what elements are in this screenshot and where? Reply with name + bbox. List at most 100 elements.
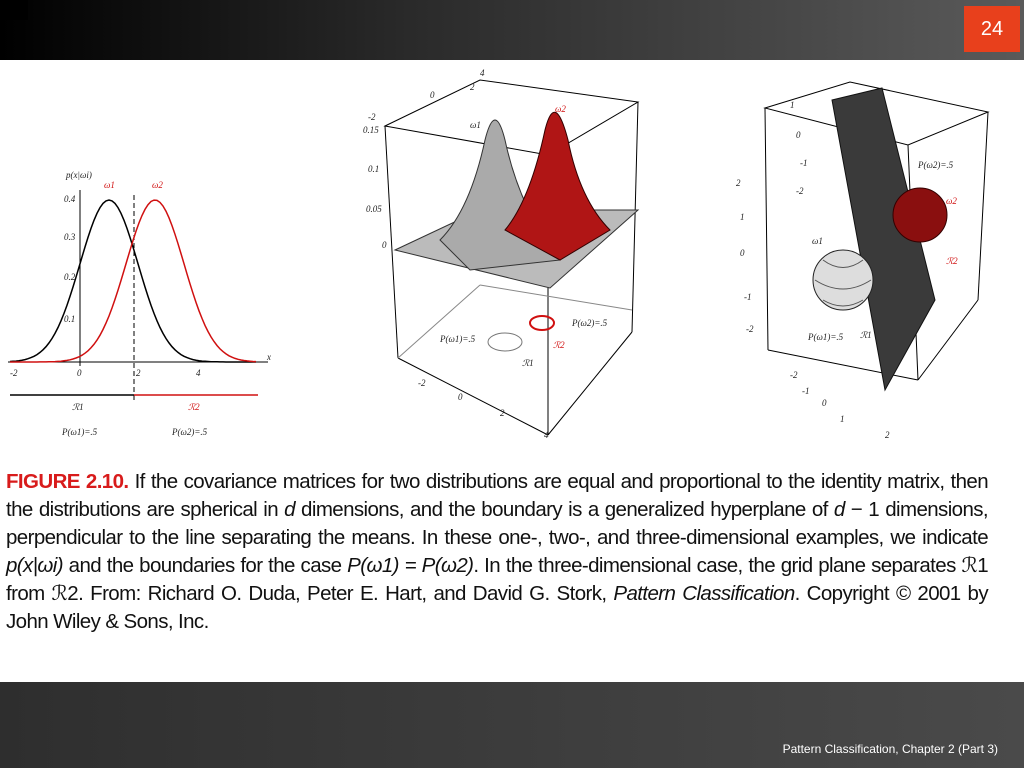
box-edge <box>547 331 633 436</box>
figure-label: 2 <box>500 408 505 418</box>
figure-label: -2 <box>746 324 754 334</box>
caption-text: from <box>6 582 52 605</box>
figure-label: 0 <box>458 392 463 402</box>
figure-label: 2 <box>470 82 475 92</box>
caption: FIGURE 2.10. If the covariance matrices … <box>6 468 989 636</box>
figure-label: 0 <box>430 90 435 100</box>
contour <box>487 332 523 352</box>
box-edge <box>397 284 481 359</box>
figure-label: 0.4 <box>64 194 76 204</box>
caption-text: − 1 dimensions, perpendicular to the lin… <box>6 498 989 549</box>
caption-text: dimensions, and the boundary is a genera… <box>294 498 834 521</box>
figure-label: -2 <box>368 112 376 122</box>
box-top <box>383 79 640 156</box>
figure-label: 1 <box>790 100 795 110</box>
figure-label: 0 <box>740 248 745 258</box>
caption-text: ℛ2 <box>51 582 79 605</box>
figure-label: -1 <box>802 386 810 396</box>
figure-label: ℛ2 <box>946 256 958 266</box>
caption-text: d <box>284 498 295 521</box>
figure-label: P(ω1)=.5 <box>439 334 476 344</box>
figure-label: ω2 <box>152 180 163 190</box>
figure-label: ℛ2 <box>188 402 200 412</box>
figure-label: x <box>266 352 271 362</box>
box-edge <box>397 357 549 436</box>
footer-text: Pattern Classification, Chapter 2 (Part … <box>782 742 998 756</box>
header-square <box>0 0 28 20</box>
caption-text: and the boundaries for the case <box>62 554 348 577</box>
plot-1d <box>8 190 268 400</box>
figure-label: ω1 <box>470 120 481 130</box>
figure-label: 2 <box>136 368 141 378</box>
caption-text: . Copyright © 2001 by John Wiley & Sons,… <box>6 582 989 633</box>
figure-label: -1 <box>744 292 752 302</box>
figure-label: P(ω2)=.5 <box>571 318 608 328</box>
box-edge <box>479 284 633 311</box>
sphere-stripes <box>814 259 872 307</box>
caption-text: ℛ1 <box>961 554 988 577</box>
figure-label: P(ω2)=.5 <box>171 427 208 437</box>
figure-label: ω1 <box>104 180 115 190</box>
caption-text: If the covariance matrices for two distr… <box>6 470 989 521</box>
figure-label: ω1 <box>812 236 823 246</box>
caption-text: Pattern Classification <box>613 582 795 605</box>
caption-text: p(x|ωi) <box>6 554 64 577</box>
figure-label: ℛ1 <box>522 358 534 368</box>
figure-label: 4 <box>480 68 485 78</box>
figure-label: 0 <box>822 398 827 408</box>
box-edge <box>977 111 989 301</box>
sphere <box>812 249 874 311</box>
slide-number: 24 <box>964 6 1020 52</box>
figure-label: 0.05 <box>366 204 382 214</box>
figure-label: 0.2 <box>64 272 76 282</box>
contour <box>529 315 555 331</box>
figure-label: 0.1 <box>64 314 75 324</box>
caption-label: FIGURE 2.10. <box>6 470 129 493</box>
figure-label: ℛ2 <box>553 340 565 350</box>
figure-label: -1 <box>800 158 808 168</box>
figure-label: -2 <box>796 186 804 196</box>
figure-label: p(x|ωi) <box>65 170 92 180</box>
density-curve <box>9 199 256 363</box>
plot-3d <box>763 81 990 392</box>
figure-label: 1 <box>740 212 745 222</box>
figure-label: 0.15 <box>363 125 379 135</box>
figure-label: 0 <box>382 240 387 250</box>
figure-label: ℛ1 <box>72 402 84 412</box>
figure-label: 4 <box>544 430 549 440</box>
figure-label: -2 <box>418 378 426 388</box>
figure-label: ω2 <box>555 104 566 114</box>
figure-label: 2 <box>736 178 741 188</box>
density-curve <box>10 199 257 363</box>
caption-text: d <box>833 498 845 521</box>
footer-bar: Pattern Classification, Chapter 2 (Part … <box>0 682 1024 768</box>
figure-label: 0 <box>796 130 801 140</box>
figure-label: P(ω1)=.5 <box>807 332 844 342</box>
figure-label: ω2 <box>946 196 957 206</box>
caption-text: . In the three-dimensional case, the gri… <box>473 554 962 577</box>
figure-label: 0 <box>77 368 82 378</box>
figure-label: 0.1 <box>368 164 379 174</box>
box-edge <box>764 107 769 351</box>
figure-label: P(ω2)=.5 <box>917 160 954 170</box>
sphere <box>892 187 948 243</box>
figure-label: 2 <box>885 430 890 440</box>
box-edge <box>631 101 639 333</box>
figure-label: ℛ1 <box>860 330 872 340</box>
figure-label: 0.3 <box>64 232 76 242</box>
peak <box>504 111 611 261</box>
caption-text: P(ω1) = P(ω2) <box>347 554 474 577</box>
box-edge <box>917 299 979 381</box>
box-edge <box>384 125 399 359</box>
figure-label: 4 <box>196 368 201 378</box>
figure-label: 1 <box>840 414 845 424</box>
header-bar: 24 <box>0 0 1024 60</box>
figure-label: P(ω1)=.5 <box>61 427 98 437</box>
figure-label: -2 <box>790 370 798 380</box>
figure-label: -2 <box>10 368 18 378</box>
caption-text: . From: Richard O. Duda, Peter E. Hart, … <box>78 582 614 605</box>
plot-2d <box>383 79 640 436</box>
